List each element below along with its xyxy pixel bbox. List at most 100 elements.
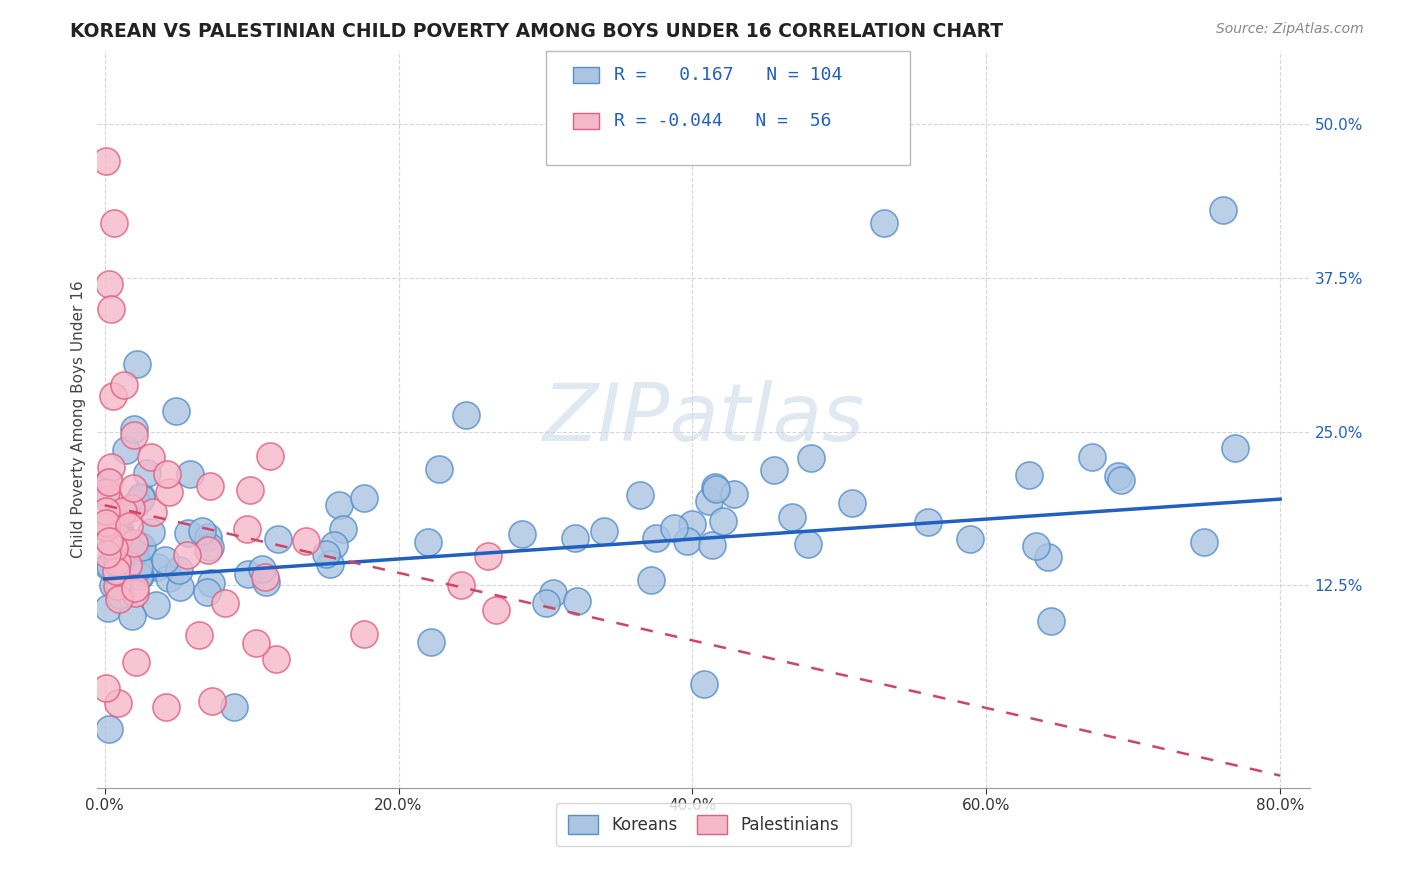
Point	[125, 655, 148, 669]
Point	[157, 571, 180, 585]
Point	[100, 459, 122, 474]
Point	[197, 542, 219, 557]
Point	[131, 540, 153, 554]
Point	[236, 522, 259, 536]
Point	[97, 533, 120, 548]
Text: R = -0.044   N =  56: R = -0.044 N = 56	[614, 112, 831, 129]
Point	[128, 568, 150, 582]
Point	[1109, 473, 1132, 487]
Point	[100, 516, 122, 531]
Point	[97, 529, 120, 543]
Point	[97, 722, 120, 736]
Point	[565, 594, 588, 608]
FancyBboxPatch shape	[572, 112, 599, 128]
Point	[122, 481, 145, 495]
Point	[136, 466, 159, 480]
Point	[534, 596, 557, 610]
FancyBboxPatch shape	[546, 51, 910, 165]
Point	[118, 519, 141, 533]
Point	[780, 510, 803, 524]
Point	[264, 652, 287, 666]
Point	[121, 608, 143, 623]
Point	[1107, 469, 1129, 483]
Point	[797, 537, 820, 551]
Point	[1081, 450, 1104, 464]
Point	[662, 521, 685, 535]
Point	[98, 277, 121, 292]
Point	[1018, 468, 1040, 483]
Point	[640, 573, 662, 587]
Point	[484, 603, 506, 617]
Point	[167, 564, 190, 578]
Point	[103, 541, 125, 555]
Point	[169, 580, 191, 594]
Point	[157, 485, 180, 500]
Point	[195, 585, 218, 599]
Point	[97, 492, 120, 507]
Point	[510, 527, 533, 541]
Point	[97, 475, 120, 489]
Point	[128, 559, 150, 574]
Point	[800, 451, 823, 466]
Point	[104, 514, 127, 528]
Point	[118, 550, 141, 565]
Point	[704, 482, 727, 496]
Point	[191, 524, 214, 538]
Point	[142, 505, 165, 519]
Point	[114, 536, 136, 550]
Point	[111, 558, 134, 572]
Point	[644, 531, 666, 545]
Point	[104, 534, 127, 549]
Point	[681, 516, 703, 531]
Point	[107, 696, 129, 710]
Point	[105, 564, 128, 578]
Point	[96, 681, 118, 696]
Point	[97, 559, 120, 574]
Point	[315, 547, 337, 561]
Point	[124, 542, 146, 557]
Point	[112, 377, 135, 392]
Point	[328, 498, 350, 512]
Point	[117, 544, 139, 558]
Point	[124, 427, 146, 442]
Point	[294, 533, 316, 548]
Point	[155, 700, 177, 714]
Point	[267, 532, 290, 546]
Point	[197, 530, 219, 544]
Text: ZIPatlas: ZIPatlas	[543, 380, 865, 458]
Text: R =   0.167   N = 104: R = 0.167 N = 104	[614, 66, 842, 84]
Point	[239, 483, 262, 497]
Point	[96, 516, 118, 531]
Point	[259, 449, 281, 463]
Point	[252, 562, 274, 576]
Point	[959, 533, 981, 547]
Point	[1223, 441, 1246, 455]
Point	[675, 534, 697, 549]
Point	[222, 700, 245, 714]
Point	[120, 500, 142, 515]
Point	[1039, 615, 1062, 629]
Point	[124, 581, 146, 595]
Point	[156, 467, 179, 482]
Point	[723, 486, 745, 500]
Point	[107, 534, 129, 549]
Point	[124, 586, 146, 600]
Point	[200, 575, 222, 590]
Point	[704, 480, 727, 494]
Point	[96, 484, 118, 499]
Point	[477, 549, 499, 563]
Point	[318, 557, 340, 571]
Point	[238, 566, 260, 581]
Point	[697, 494, 720, 508]
Point	[97, 600, 120, 615]
Point	[200, 479, 222, 493]
Point	[917, 516, 939, 530]
Point	[179, 467, 201, 481]
Point	[105, 518, 128, 533]
Point	[131, 540, 153, 554]
Point	[101, 389, 124, 403]
Point	[117, 558, 139, 573]
Point	[100, 301, 122, 316]
Point	[96, 547, 118, 561]
Point	[108, 588, 131, 602]
